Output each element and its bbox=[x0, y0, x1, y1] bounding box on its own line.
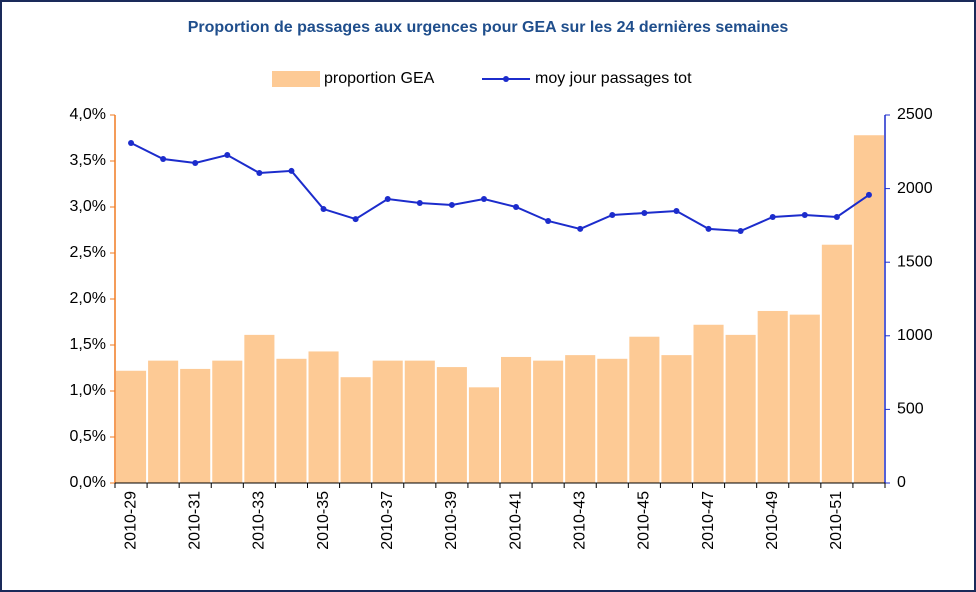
bar bbox=[404, 360, 435, 483]
y-tick-label: 0,5% bbox=[70, 428, 106, 445]
point bbox=[609, 211, 616, 218]
point bbox=[480, 196, 487, 203]
point bbox=[384, 196, 391, 203]
bar bbox=[693, 324, 724, 483]
line bbox=[130, 142, 870, 233]
bar bbox=[276, 358, 307, 483]
x-tick-label: 2010-29 bbox=[122, 491, 139, 550]
y2-tick-label: 0 bbox=[897, 474, 906, 491]
y-tick-label: 1,5% bbox=[70, 336, 106, 353]
legend-marker bbox=[503, 76, 509, 82]
point bbox=[641, 210, 648, 217]
point bbox=[801, 211, 808, 218]
x-tick-label: 2010-39 bbox=[443, 491, 460, 550]
bar bbox=[212, 360, 243, 483]
bar bbox=[661, 355, 692, 483]
y2-tick-label: 1000 bbox=[897, 327, 933, 344]
bar bbox=[501, 356, 532, 483]
y2-tick-label: 500 bbox=[897, 401, 924, 418]
point bbox=[673, 207, 680, 214]
point bbox=[352, 216, 359, 223]
point bbox=[769, 214, 776, 221]
y2-tick-label: 1500 bbox=[897, 253, 933, 270]
point bbox=[320, 206, 327, 213]
y-tick-label: 4,0% bbox=[70, 106, 106, 123]
point bbox=[160, 156, 167, 163]
x-tick-label: 2010-37 bbox=[379, 491, 396, 550]
bar bbox=[597, 358, 628, 483]
legend-swatch bbox=[272, 71, 320, 87]
y-tick-label: 2,0% bbox=[70, 290, 106, 307]
y-tick-label: 1,0% bbox=[70, 382, 106, 399]
bar bbox=[725, 334, 756, 483]
y-tick-label: 0,0% bbox=[70, 474, 106, 491]
bar bbox=[533, 360, 564, 483]
bar bbox=[308, 351, 339, 483]
y-tick-label: 3,5% bbox=[70, 152, 106, 169]
point bbox=[416, 200, 423, 207]
x-tick-label: 2010-41 bbox=[507, 491, 524, 550]
bar bbox=[853, 135, 884, 484]
bar bbox=[629, 336, 660, 483]
x-tick-label: 2010-33 bbox=[251, 491, 268, 550]
point bbox=[513, 204, 520, 210]
x-tick-label: 2010-47 bbox=[700, 491, 717, 550]
x-tick-label: 2010-45 bbox=[636, 491, 653, 550]
x-tick-label: 2010-51 bbox=[828, 491, 845, 550]
bar bbox=[757, 310, 788, 483]
x-tick-label: 2010-31 bbox=[186, 491, 203, 550]
x-tick-label: 2010-49 bbox=[764, 491, 781, 550]
point bbox=[577, 225, 584, 232]
x-tick-label: 2010-43 bbox=[571, 491, 588, 550]
point bbox=[192, 159, 199, 166]
x-tick-label: 2010-35 bbox=[315, 491, 332, 550]
chart-title: Proportion de passages aux urgences pour… bbox=[188, 19, 789, 36]
point bbox=[448, 201, 455, 208]
bar bbox=[180, 368, 211, 483]
bar bbox=[116, 370, 147, 483]
bar bbox=[436, 367, 467, 483]
bar bbox=[821, 244, 852, 483]
bar bbox=[789, 314, 820, 483]
point bbox=[224, 152, 231, 159]
y2-tick-label: 2500 bbox=[897, 106, 933, 123]
bar bbox=[340, 377, 371, 483]
point bbox=[256, 169, 263, 176]
bar bbox=[468, 387, 499, 483]
bar bbox=[372, 360, 403, 483]
point bbox=[865, 191, 872, 198]
legend-label: moy jour passages tot bbox=[535, 70, 692, 87]
point bbox=[737, 227, 744, 234]
bar bbox=[244, 334, 275, 483]
bar bbox=[148, 360, 179, 483]
y-tick-label: 2,5% bbox=[70, 244, 106, 261]
bar bbox=[565, 355, 596, 483]
point bbox=[288, 167, 295, 174]
point bbox=[833, 214, 840, 221]
point bbox=[545, 217, 552, 224]
legend-label: proportion GEA bbox=[324, 70, 435, 87]
y2-tick-label: 2000 bbox=[897, 180, 933, 197]
point bbox=[705, 225, 712, 232]
y-tick-label: 3,0% bbox=[70, 198, 106, 215]
point bbox=[128, 139, 135, 146]
